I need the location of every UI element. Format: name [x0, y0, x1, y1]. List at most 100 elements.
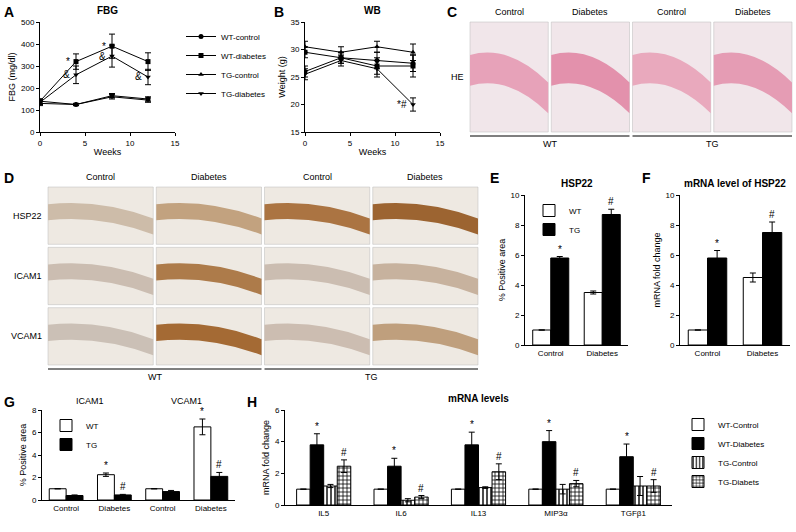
svg-text:5: 5 [348, 139, 353, 148]
svg-text:&: & [63, 69, 70, 80]
svg-text:6: 6 [32, 428, 37, 437]
svg-text:ICAM1: ICAM1 [76, 396, 104, 406]
svg-text:#: # [608, 196, 614, 207]
svg-text:20: 20 [290, 100, 299, 109]
svg-text:E: E [490, 170, 499, 186]
svg-text:Diabetes: Diabetes [195, 504, 227, 513]
svg-text:IL5: IL5 [318, 509, 330, 518]
svg-text:6: 6 [515, 251, 520, 260]
svg-text:6: 6 [275, 406, 280, 415]
svg-text:15: 15 [290, 128, 299, 137]
svg-text:A: A [4, 4, 14, 20]
svg-text:TG-Diabets: TG-Diabets [718, 478, 759, 487]
svg-text:WT: WT [569, 207, 582, 216]
svg-text:mRNA fold change: mRNA fold change [261, 420, 271, 495]
svg-text:Diabetes: Diabetes [735, 7, 771, 17]
svg-text:100: 100 [21, 106, 35, 115]
svg-text:6: 6 [670, 251, 675, 260]
svg-text:mRNA level of HSP22: mRNA level of HSP22 [684, 178, 786, 189]
svg-text:G: G [4, 394, 15, 410]
svg-text:35: 35 [290, 18, 299, 27]
svg-text:FBG (mg/dl): FBG (mg/dl) [7, 52, 17, 101]
svg-text:F: F [642, 170, 651, 186]
svg-text:0: 0 [30, 128, 35, 137]
svg-text:#: # [496, 451, 502, 462]
svg-text:Diabetes: Diabetes [586, 349, 618, 358]
svg-text:mRNA levels: mRNA levels [448, 393, 509, 404]
svg-text:*: * [200, 406, 204, 417]
svg-text:#: # [418, 483, 424, 494]
svg-text:IL13: IL13 [471, 509, 487, 518]
svg-text:0: 0 [32, 496, 37, 505]
svg-text:FBG: FBG [97, 5, 118, 16]
svg-text:*: * [470, 419, 474, 430]
svg-text:C: C [447, 4, 457, 20]
svg-text:2: 2 [515, 311, 520, 320]
svg-text:*: * [547, 418, 551, 429]
svg-text:500: 500 [21, 18, 35, 27]
svg-text:#: # [341, 447, 347, 458]
svg-text:8: 8 [670, 221, 675, 230]
svg-text:WT: WT [86, 422, 99, 431]
svg-text:4: 4 [32, 451, 37, 460]
svg-text:MIP3α: MIP3α [544, 509, 568, 518]
svg-text:0: 0 [515, 341, 520, 350]
svg-text:*: * [104, 460, 108, 471]
svg-text:400: 400 [21, 40, 35, 49]
svg-text:*: * [66, 56, 70, 67]
svg-text:WT: WT [148, 372, 162, 382]
svg-text:15: 15 [171, 139, 180, 148]
svg-text:Control: Control [657, 7, 686, 17]
svg-text:WT-Diabetes: WT-Diabetes [718, 440, 764, 449]
svg-text:10: 10 [391, 139, 400, 148]
svg-text:10: 10 [126, 139, 135, 148]
svg-text:0: 0 [670, 341, 675, 350]
svg-text:WT-control: WT-control [221, 33, 260, 42]
svg-text:TG-diabetes: TG-diabetes [221, 90, 265, 99]
svg-text:IL6: IL6 [396, 509, 408, 518]
svg-text:*: * [315, 421, 319, 432]
svg-text:VCAM1: VCAM1 [11, 331, 42, 341]
svg-text:% Positive area: % Positive area [18, 424, 28, 487]
svg-text:15: 15 [436, 139, 445, 148]
svg-text:Weeks: Weeks [94, 147, 122, 157]
svg-text:10: 10 [510, 191, 519, 200]
svg-text:4: 4 [515, 281, 520, 290]
svg-text:4: 4 [275, 437, 280, 446]
svg-text:Control: Control [53, 504, 79, 513]
svg-text:TG: TG [365, 372, 378, 382]
svg-text:*: * [558, 244, 562, 255]
svg-text:TG: TG [706, 139, 719, 149]
svg-text:H: H [247, 394, 257, 410]
svg-text:Weeks: Weeks [359, 147, 387, 157]
svg-text:Control: Control [495, 7, 524, 17]
svg-text:WT-diabetes: WT-diabetes [221, 52, 266, 61]
svg-text:TG: TG [86, 441, 97, 450]
svg-text:B: B [274, 4, 284, 20]
svg-text:*: * [102, 41, 106, 52]
svg-text:HSP22: HSP22 [561, 178, 593, 189]
svg-text:VCAM1: VCAM1 [171, 396, 202, 406]
svg-text:2: 2 [670, 311, 675, 320]
svg-text:2: 2 [32, 473, 37, 482]
svg-text:Diabetes: Diabetes [407, 172, 443, 182]
svg-text:HE: HE [451, 72, 464, 82]
svg-text:Weight (g): Weight (g) [277, 56, 287, 97]
svg-text:#: # [216, 459, 222, 470]
svg-text:ICAM1: ICAM1 [14, 271, 42, 281]
svg-text:5: 5 [83, 139, 88, 148]
svg-text:8: 8 [32, 406, 37, 415]
svg-text:Diabetes: Diabetes [572, 7, 608, 17]
svg-text:#: # [651, 467, 657, 478]
svg-text:Control: Control [538, 349, 564, 358]
svg-text:WB: WB [364, 5, 381, 16]
svg-text:10: 10 [665, 191, 674, 200]
svg-text:TG-Control: TG-Control [718, 459, 758, 468]
svg-text:Control: Control [150, 504, 176, 513]
svg-text:Diabetes: Diabetes [191, 172, 227, 182]
svg-text:*: * [392, 445, 396, 456]
svg-text:4: 4 [670, 281, 675, 290]
svg-text:#: # [573, 467, 579, 478]
svg-text:*: * [715, 238, 719, 249]
svg-text:D: D [4, 170, 14, 186]
